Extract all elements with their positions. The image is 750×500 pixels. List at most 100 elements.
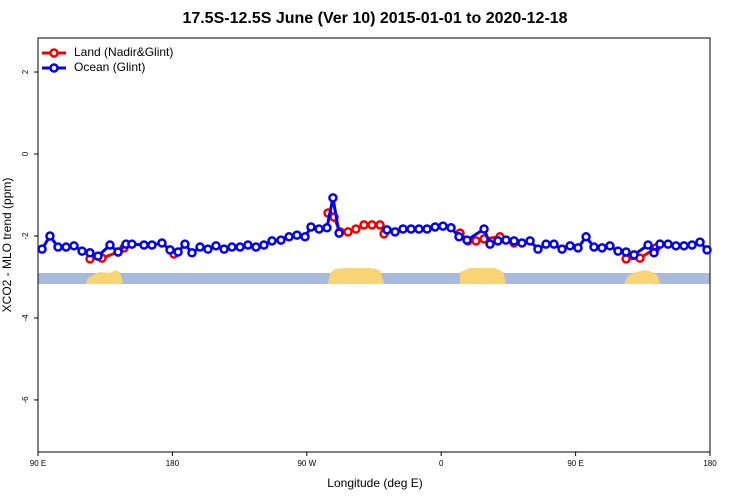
data-point xyxy=(375,220,385,230)
data-point xyxy=(113,247,123,257)
data-point xyxy=(613,246,623,256)
data-point xyxy=(438,221,448,231)
plot-frame xyxy=(37,37,711,453)
data-point xyxy=(203,244,213,254)
data-point xyxy=(211,241,221,251)
data-point xyxy=(629,250,639,260)
legend-label: Ocean (Glint) xyxy=(74,60,145,74)
data-point xyxy=(61,242,71,252)
data-point xyxy=(69,241,79,251)
data-point xyxy=(284,232,294,242)
series xyxy=(85,208,665,264)
series-line xyxy=(40,197,341,258)
x-tick-label: 180 xyxy=(703,459,717,468)
x-tick-label: 90 E xyxy=(30,459,46,468)
land-patch xyxy=(86,270,123,284)
data-point xyxy=(462,235,472,245)
y-tick-label: 2 xyxy=(21,69,30,74)
data-point xyxy=(157,238,167,248)
data-point xyxy=(479,224,489,234)
data-point xyxy=(509,236,519,246)
data-point xyxy=(663,239,673,249)
chart-title: 17.5S-12.5S June (Ver 10) 2015-01-01 to … xyxy=(182,10,567,27)
data-point xyxy=(243,240,253,250)
data-point xyxy=(359,220,369,230)
data-point xyxy=(430,222,440,232)
data-point xyxy=(251,242,261,252)
data-point xyxy=(695,237,705,247)
data-point xyxy=(351,224,361,234)
land-mask xyxy=(38,268,710,284)
data-point xyxy=(235,242,245,252)
data-point xyxy=(406,224,416,234)
data-point xyxy=(643,240,653,250)
data-point xyxy=(525,236,535,246)
data-point xyxy=(306,222,316,232)
data-point xyxy=(702,245,712,255)
data-point xyxy=(541,239,551,249)
data-point xyxy=(322,223,332,233)
data-point xyxy=(398,224,408,234)
data-point xyxy=(446,223,456,233)
data-point xyxy=(422,224,432,234)
data-point xyxy=(127,239,137,249)
data-point xyxy=(382,225,392,235)
y-tick-label: -4 xyxy=(21,314,30,322)
data-point xyxy=(679,241,689,251)
data-point xyxy=(414,224,424,234)
x-axis-label: Longitude (deg E) xyxy=(327,476,422,490)
data-point xyxy=(93,251,103,261)
land-patch xyxy=(460,268,506,284)
x-tick-label: 90 E xyxy=(567,459,583,468)
data-point xyxy=(227,242,237,252)
land-patch xyxy=(624,270,660,284)
data-point xyxy=(300,232,310,242)
data-point xyxy=(671,241,681,251)
data-point xyxy=(334,228,344,238)
y-axis-label: XCO2 - MLO trend (ppm) xyxy=(0,178,14,313)
data-point xyxy=(533,244,543,254)
data-point xyxy=(367,220,377,230)
x-tick-label: 90 W xyxy=(297,459,316,468)
data-point xyxy=(501,235,511,245)
legend-marker xyxy=(49,63,59,73)
data-point xyxy=(597,243,607,253)
data-point xyxy=(687,240,697,250)
data-point xyxy=(45,231,55,241)
data-point xyxy=(187,248,197,258)
data-point xyxy=(259,240,269,250)
data-point xyxy=(314,224,324,234)
data-point xyxy=(605,241,615,251)
data-point xyxy=(165,245,175,255)
data-point xyxy=(581,232,591,242)
data-point xyxy=(343,227,353,237)
series xyxy=(37,193,712,261)
land-patch xyxy=(328,268,384,284)
x-tick-label: 0 xyxy=(439,459,444,468)
data-point xyxy=(77,246,87,256)
data-point xyxy=(276,235,286,245)
y-tick-label: 0 xyxy=(21,151,30,156)
data-point xyxy=(655,239,665,249)
data-point xyxy=(105,240,115,250)
data-point xyxy=(180,239,190,249)
data-point xyxy=(37,244,47,254)
data-point xyxy=(195,242,205,252)
data-point xyxy=(471,236,481,246)
data-point xyxy=(219,244,229,254)
data-point xyxy=(147,240,157,250)
data-point xyxy=(454,232,464,242)
legend-marker xyxy=(49,48,59,58)
data-point xyxy=(649,248,659,258)
data-point xyxy=(85,248,95,258)
data-point xyxy=(557,244,567,254)
data-point xyxy=(390,227,400,237)
y-tick-label: -6 xyxy=(21,396,30,404)
data-point xyxy=(139,240,149,250)
data-point xyxy=(53,242,63,252)
data-point xyxy=(621,247,631,257)
data-point xyxy=(573,243,583,253)
data-point xyxy=(292,230,302,240)
